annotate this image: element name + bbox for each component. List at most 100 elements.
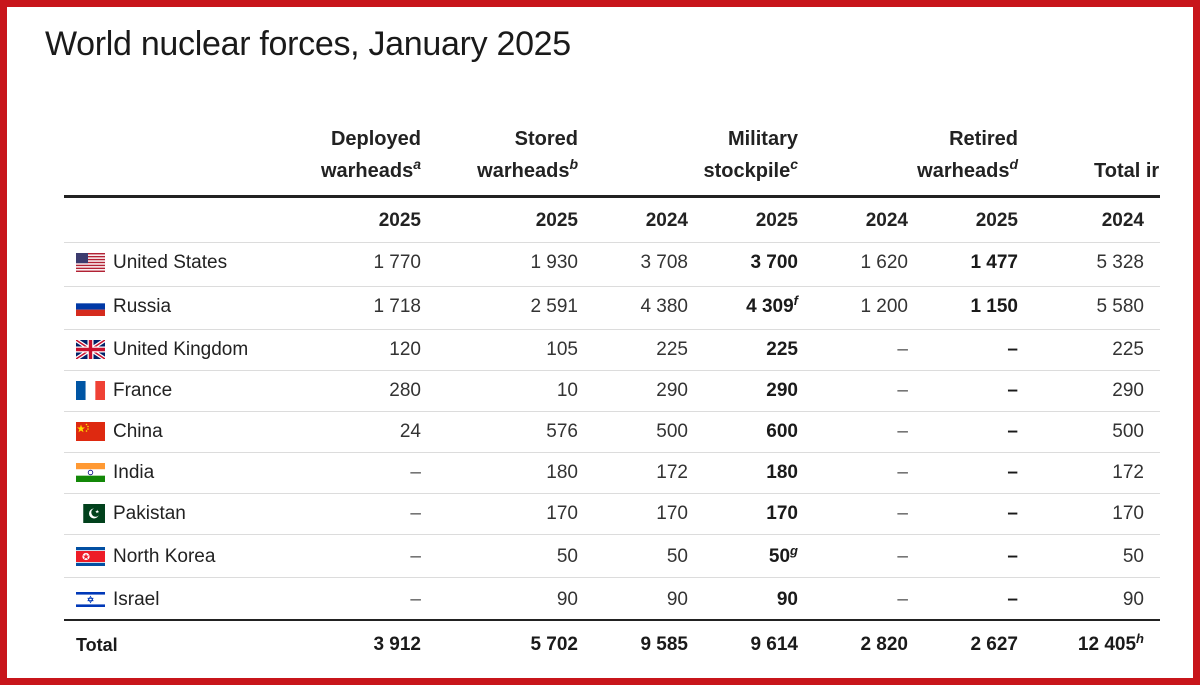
cell-military-2025: 600 [766, 421, 798, 443]
total-stored: 5 702 [530, 634, 578, 655]
cell-stored: 10 [557, 380, 578, 402]
country-name: France [113, 380, 173, 401]
footnote-b: b [569, 156, 578, 172]
cell-value: 50 [768, 546, 791, 567]
cell-total-2024: 170 [1112, 503, 1144, 525]
cell-value: – [410, 589, 421, 610]
cell-military-2024: 50 [667, 546, 688, 568]
cell-stored: 576 [546, 421, 578, 443]
cell-deployed: 280 [389, 380, 421, 402]
header-total-inventory: Total ir [1094, 160, 1160, 182]
cell-stored: 180 [546, 462, 578, 484]
cell-value: 225 [1112, 339, 1144, 360]
year-total-2024: 2024 [1101, 210, 1144, 231]
pakistan-flag-icon [76, 504, 105, 523]
cell-military-2025: 225 [766, 339, 798, 361]
cell-value: 1 200 [860, 296, 908, 317]
cell-retired-2025: – [1007, 589, 1018, 611]
footnote-h: h [1136, 631, 1144, 646]
china-flag-icon [76, 422, 105, 441]
cell-military-2025: 50g [768, 543, 798, 568]
cell-total-2024: 90 [1123, 589, 1144, 611]
cell-value: 1 620 [860, 252, 908, 273]
total-rule [64, 619, 1160, 621]
cell-value: 3 700 [750, 252, 798, 273]
cell-retired-2025: – [1007, 546, 1018, 568]
cell-stored: 1 930 [530, 252, 578, 274]
cell-stored: 90 [557, 589, 578, 611]
country-name: United Kingdom [113, 339, 249, 360]
cell-total-2024: 5 328 [1096, 252, 1144, 274]
header-rule [64, 195, 1160, 198]
cell-value: 170 [766, 503, 798, 524]
cell-value: 50 [666, 546, 688, 567]
country-name: United States [113, 252, 228, 273]
total-retired-2025: 2 627 [970, 634, 1018, 655]
cell-value: 172 [656, 462, 688, 483]
cell-retired-2025: – [1007, 339, 1018, 361]
france-flag-icon [76, 381, 105, 400]
cell-total-2024: 5 580 [1096, 296, 1144, 318]
header-retired-line1: Retired [949, 128, 1018, 150]
cell-military-2025: 4 309f [746, 293, 798, 318]
cell-total-2024: 50 [1123, 546, 1144, 568]
year-retired-2025: 2025 [975, 210, 1018, 231]
cell-value: 5 580 [1096, 296, 1144, 317]
cell-value: 4 309 [746, 296, 794, 317]
header-stored-warheads: Stored warheadsb [477, 123, 578, 187]
country-name: Pakistan [113, 503, 186, 524]
cell-retired-2024: – [897, 546, 908, 568]
cell-military-2025: 3 700 [750, 252, 798, 274]
cell-retired-2024: – [897, 462, 908, 484]
uk-flag-icon [76, 340, 105, 359]
cell-retired-2024: – [897, 380, 908, 402]
cell-military-2024: 4 380 [640, 296, 688, 318]
header-deployed-warheads: Deployed warheadsa [321, 123, 421, 187]
cell-military-2024: 3 708 [640, 252, 688, 274]
header-military-line1: Military [727, 128, 798, 150]
row-divider [64, 329, 1160, 330]
cell-value: 90 [556, 589, 578, 610]
cell-retired-2024: – [897, 589, 908, 611]
cell-military-2024: 225 [656, 339, 688, 361]
header-retired-warheads: Retired warheadsd [917, 123, 1018, 187]
cell-deployed: 120 [389, 339, 421, 361]
cell-value: 1 770 [373, 252, 421, 273]
cell-military-2025: 170 [766, 503, 798, 525]
total-military-2025: 9 614 [750, 634, 798, 655]
cell-value: 1 477 [970, 252, 1018, 273]
footnote-g: g [790, 543, 798, 558]
cell-military-2025: 90 [777, 589, 798, 611]
cell-value: 576 [546, 421, 578, 442]
cell-value: 2 591 [530, 296, 578, 317]
cell-value: 1 930 [530, 252, 578, 273]
cell-value: 10 [556, 380, 578, 401]
cell-stored: 105 [546, 339, 578, 361]
year-military-2024: 2024 [645, 210, 688, 231]
cell-retired-2025: 1 477 [970, 252, 1018, 274]
cell-retired-2025: – [1007, 462, 1018, 484]
cell-deployed: – [410, 503, 421, 525]
cell-value: 225 [656, 339, 688, 360]
cell-stored: 50 [557, 546, 578, 568]
total-military-2024: 9 585 [640, 634, 688, 655]
footnote-f: f [793, 293, 798, 308]
cell-value: 24 [399, 421, 421, 442]
cell-military-2024: 172 [656, 462, 688, 484]
israel-flag-icon [76, 590, 105, 609]
cell-value: 90 [666, 589, 688, 610]
row-divider [64, 370, 1160, 371]
cell-value: 90 [1122, 589, 1144, 610]
cell-value: – [897, 589, 908, 610]
north-korea-flag-icon [76, 547, 105, 566]
cell-stored: 170 [546, 503, 578, 525]
country-name: Israel [113, 589, 160, 610]
cell-value: 180 [546, 462, 578, 483]
cell-retired-2024: – [897, 503, 908, 525]
cell-value: 500 [1112, 421, 1144, 442]
row-divider [64, 577, 1160, 578]
cell-deployed: – [410, 462, 421, 484]
cell-value: – [897, 380, 908, 401]
cell-value: – [410, 546, 421, 567]
cell-deployed: 1 718 [373, 296, 421, 318]
